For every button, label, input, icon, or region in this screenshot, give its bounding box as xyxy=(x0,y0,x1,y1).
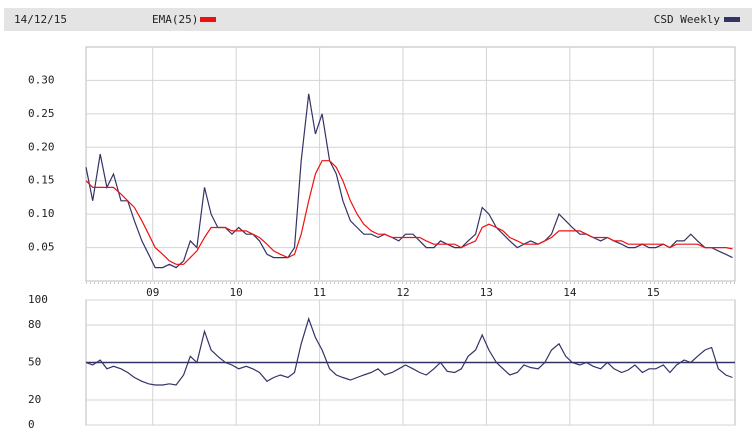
chart-date: 14/12/15 xyxy=(14,13,67,26)
series-line xyxy=(85,160,733,265)
x-tick-label: 14 xyxy=(563,286,577,299)
y-tick-label: 0 xyxy=(28,418,35,431)
x-tick-label: 15 xyxy=(647,286,660,299)
x-tick-label: 09 xyxy=(146,286,159,299)
y-tick-label: 100 xyxy=(28,293,48,306)
y-tick-label: 0.05 xyxy=(28,241,55,254)
x-tick-label: 12 xyxy=(396,286,409,299)
legend-label: CSD Weekly xyxy=(654,13,721,26)
header-bar xyxy=(4,8,752,31)
y-tick-label: 80 xyxy=(28,318,41,331)
x-tick-label: 13 xyxy=(480,286,493,299)
y-tick-label: 0.15 xyxy=(28,174,55,187)
legend-swatch xyxy=(200,17,216,22)
x-tick-label: 10 xyxy=(230,286,243,299)
y-tick-label: 0.25 xyxy=(28,107,55,120)
plot-frame xyxy=(85,46,736,282)
x-tick-label: 11 xyxy=(313,286,326,299)
y-tick-label: 20 xyxy=(28,393,41,406)
y-tick-label: 0.10 xyxy=(28,207,55,220)
series-line xyxy=(85,316,733,386)
y-tick-label: 0.20 xyxy=(28,140,55,153)
y-tick-label: 50 xyxy=(28,356,41,369)
series-line xyxy=(85,93,733,269)
legend-swatch xyxy=(724,17,740,22)
y-tick-label: 0.30 xyxy=(28,73,55,86)
legend-label: EMA(25) xyxy=(152,13,198,26)
